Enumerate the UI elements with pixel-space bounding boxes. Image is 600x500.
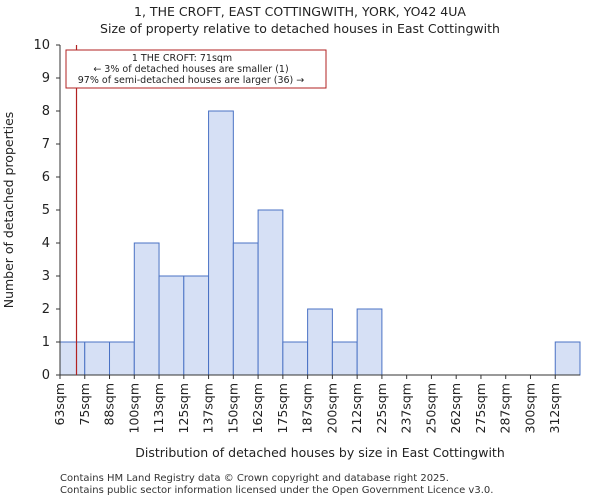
annotation-line-3: 97% of semi-detached houses are larger (… <box>78 75 305 86</box>
y-tick-label-6: 6 <box>42 170 50 185</box>
bar-162sqm <box>257 209 284 376</box>
footer-line-2: Contains public sector information licen… <box>60 485 494 496</box>
x-tick-label-150sqm: 150sqm <box>225 383 240 433</box>
x-tick-label-100sqm: 100sqm <box>126 383 141 433</box>
bar-75sqm <box>84 341 111 376</box>
bar-150sqm <box>232 242 259 376</box>
bar-212sqm <box>356 308 383 376</box>
bar-175sqm <box>282 341 309 376</box>
y-tick-label-1: 1 <box>42 335 50 350</box>
y-tick-label-10: 10 <box>33 38 50 53</box>
annotation-box <box>65 49 327 89</box>
x-tick-label-262sqm: 262sqm <box>448 383 463 433</box>
bar-100sqm <box>133 242 160 376</box>
bar-125sqm <box>183 275 210 376</box>
x-tick-label-75sqm: 75sqm <box>77 383 92 426</box>
x-tick-label-275sqm: 275sqm <box>473 383 488 433</box>
bar-312sqm <box>554 341 581 376</box>
x-tick-label-187sqm: 187sqm <box>300 383 315 433</box>
x-tick-label-200sqm: 200sqm <box>324 383 339 433</box>
y-tick-label-5: 5 <box>42 203 50 218</box>
bar-113sqm <box>158 275 185 376</box>
y-tick-label-8: 8 <box>42 104 50 119</box>
y-tick-label-3: 3 <box>42 269 50 284</box>
x-tick-label-175sqm: 175sqm <box>275 383 290 433</box>
x-tick-label-212sqm: 212sqm <box>349 383 364 433</box>
annotation-line-1: 1 THE CROFT: 71sqm <box>132 53 232 64</box>
chart-subtitle: Size of property relative to detached ho… <box>100 21 500 36</box>
x-tick-label-225sqm: 225sqm <box>374 383 389 433</box>
footer-line-1: Contains HM Land Registry data © Crown c… <box>60 473 449 484</box>
x-tick-label-63sqm: 63sqm <box>52 383 67 426</box>
y-tick-label-2: 2 <box>42 302 50 317</box>
x-tick-label-137sqm: 137sqm <box>201 383 216 433</box>
x-tick-label-162sqm: 162sqm <box>250 383 265 433</box>
x-tick-label-237sqm: 237sqm <box>399 383 414 433</box>
x-tick-label-113sqm: 113sqm <box>151 383 166 433</box>
bar-200sqm <box>331 341 358 376</box>
x-tick-label-312sqm: 312sqm <box>547 383 562 433</box>
bar-137sqm <box>208 110 234 376</box>
bar-63sqm <box>59 341 86 376</box>
x-axis-title: Distribution of detached houses by size … <box>135 445 505 460</box>
chart-title: 1, THE CROFT, EAST COTTINGWITH, YORK, YO… <box>134 4 466 19</box>
bar-88sqm <box>109 341 135 376</box>
x-tick-label-250sqm: 250sqm <box>423 383 438 433</box>
y-tick-label-0: 0 <box>42 368 50 383</box>
y-tick-label-4: 4 <box>42 236 50 251</box>
x-tick-label-300sqm: 300sqm <box>522 383 537 433</box>
y-tick-label-7: 7 <box>42 137 50 152</box>
x-tick-label-287sqm: 287sqm <box>498 383 513 433</box>
y-tick-label-9: 9 <box>42 71 50 86</box>
annotation-line-2: ← 3% of detached houses are smaller (1) <box>93 64 288 75</box>
y-axis-title: Number of detached properties <box>1 112 16 309</box>
x-tick-label-88sqm: 88sqm <box>102 383 117 426</box>
bar-187sqm <box>307 308 333 376</box>
x-tick-label-125sqm: 125sqm <box>176 383 191 433</box>
